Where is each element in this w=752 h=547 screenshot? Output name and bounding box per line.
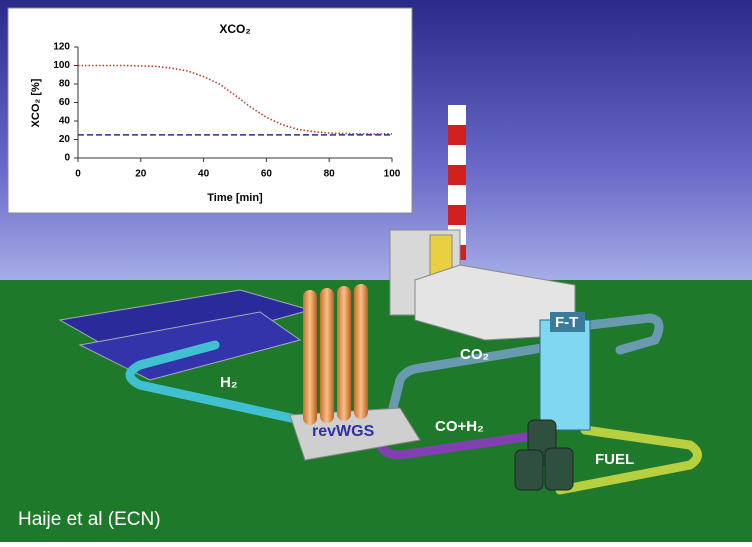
chart-frame <box>8 8 412 213</box>
co-h2-label: CO+H₂ <box>435 418 484 435</box>
y-axis-label: XCO₂ [%] <box>30 78 42 127</box>
x-tick-label: 20 <box>135 169 147 180</box>
y-tick-label: 40 <box>59 116 71 127</box>
ft-label: F-T <box>555 314 578 331</box>
inset-chart: XCO₂ Time [min] XCO₂ [%] 0 20 40 60 80 100 120… <box>8 8 412 213</box>
x-tick-label: 60 <box>261 169 273 180</box>
y-tick-label: 0 <box>64 153 70 164</box>
page: H₂ CO₂ CO+H₂ FUEL revWGS F-T Haije et al… <box>0 0 752 542</box>
y-tick-label: 100 <box>53 60 70 71</box>
caption: Haije et al (ECN) <box>18 509 161 530</box>
revwgs-label: revWGS <box>312 423 375 440</box>
co2-label: CO₂ <box>460 346 489 363</box>
x-tick-label: 40 <box>198 169 210 180</box>
y-tick-label: 60 <box>59 97 71 108</box>
x-axis-label: Time [min] <box>207 192 263 204</box>
chart-title: XCO₂ <box>219 22 250 36</box>
x-tick-label: 0 <box>75 169 81 180</box>
y-tick-label: 120 <box>53 42 70 53</box>
h2-label: H₂ <box>220 374 238 391</box>
y-tick-label: 80 <box>59 79 71 90</box>
fuel-label: FUEL <box>595 451 634 468</box>
y-tick-label: 20 <box>59 134 71 145</box>
x-tick-label: 80 <box>324 169 336 180</box>
x-tick-label: 100 <box>384 169 401 180</box>
